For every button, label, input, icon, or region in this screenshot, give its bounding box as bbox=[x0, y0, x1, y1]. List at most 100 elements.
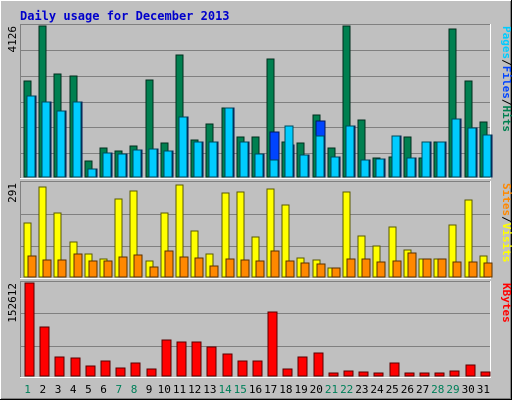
legend-entry: KBytes bbox=[500, 283, 512, 323]
bar-pages bbox=[315, 135, 325, 178]
day-label: 3 bbox=[55, 383, 62, 396]
bar-sites bbox=[483, 262, 493, 278]
bar-pages bbox=[436, 141, 446, 178]
bar-sites bbox=[88, 260, 98, 278]
bar-kbytes bbox=[373, 372, 384, 377]
bar-sites bbox=[300, 262, 310, 278]
bar-kbytes bbox=[389, 362, 400, 377]
bar-pages bbox=[467, 127, 477, 178]
bar-sites bbox=[164, 250, 174, 278]
bar-kbytes bbox=[480, 371, 491, 377]
day-label: 8 bbox=[131, 383, 138, 396]
day-label: 17 bbox=[264, 383, 277, 396]
bar-kbytes bbox=[24, 282, 35, 377]
bar-sites bbox=[346, 258, 356, 278]
bar-kbytes bbox=[70, 357, 81, 377]
bar-sites bbox=[392, 260, 402, 278]
bar-kbytes bbox=[419, 372, 430, 377]
legend-entry: Sites bbox=[500, 183, 512, 216]
bars bbox=[24, 282, 491, 377]
bar-pages bbox=[482, 134, 492, 178]
bar-kbytes bbox=[343, 370, 354, 377]
bar-sites bbox=[225, 258, 235, 278]
bars bbox=[23, 184, 493, 278]
day-label: 31 bbox=[477, 383, 490, 396]
day-label: 6 bbox=[100, 383, 107, 396]
day-label: 10 bbox=[158, 383, 171, 396]
bar-kbytes bbox=[206, 346, 217, 377]
bar-pages bbox=[117, 153, 127, 178]
day-label: 27 bbox=[416, 383, 429, 396]
bar-pages bbox=[421, 141, 431, 178]
bar-sites bbox=[331, 267, 341, 278]
bar-sites bbox=[57, 259, 67, 278]
bar-kbytes bbox=[222, 353, 233, 377]
bar-kbytes bbox=[434, 372, 445, 377]
bar-sites bbox=[407, 252, 417, 278]
bar-pages bbox=[330, 156, 340, 178]
bar-sites bbox=[209, 265, 219, 278]
legend-hits-files-pages: Pages/Files/Hits bbox=[500, 26, 512, 132]
day-label: 28 bbox=[431, 383, 444, 396]
day-label: 22 bbox=[340, 383, 353, 396]
y-max-label: 291 bbox=[6, 183, 19, 203]
day-label: 9 bbox=[146, 383, 153, 396]
bar-pages bbox=[360, 159, 370, 178]
bar-kbytes bbox=[237, 360, 248, 377]
bar-pages bbox=[375, 158, 385, 178]
bar-kbytes bbox=[358, 371, 369, 377]
day-label: 29 bbox=[446, 383, 459, 396]
bar-pages bbox=[132, 149, 142, 178]
bar-sites bbox=[118, 256, 128, 278]
bar-sites bbox=[437, 258, 447, 278]
day-label: 26 bbox=[401, 383, 414, 396]
bar-kbytes bbox=[115, 367, 126, 377]
bar-kbytes bbox=[252, 360, 263, 377]
day-label: 25 bbox=[386, 383, 399, 396]
bar-pages bbox=[41, 101, 51, 178]
bar-kbytes bbox=[146, 368, 157, 377]
bar-pages bbox=[269, 159, 279, 178]
bar-sites bbox=[73, 253, 83, 278]
day-label: 30 bbox=[462, 383, 475, 396]
bar-pages bbox=[178, 116, 188, 178]
bar-pages bbox=[193, 141, 203, 178]
legend-entry: / bbox=[500, 216, 512, 223]
day-label: 21 bbox=[325, 383, 338, 396]
day-label: 19 bbox=[294, 383, 307, 396]
bar-kbytes bbox=[297, 356, 308, 377]
day-label: 1 bbox=[24, 383, 31, 396]
panel-visits-sites: 291 Sites/Visits bbox=[6, 181, 512, 279]
bar-pages bbox=[87, 168, 97, 178]
panel-hits-files-pages: 4126 Pages/Files/Hits bbox=[6, 24, 512, 179]
bar-pages bbox=[451, 118, 461, 178]
day-label: 20 bbox=[310, 383, 323, 396]
legend-entry: Hits bbox=[500, 106, 512, 133]
bar-sites bbox=[133, 254, 143, 278]
bar-sites bbox=[27, 255, 37, 278]
x-axis-day-labels: 1 2 3 4 5 6 7 8 9 10 11 12 13 14 15 16 17 18 19 20 21 22 23 24 2… bbox=[24, 383, 490, 396]
bar-kbytes bbox=[328, 372, 339, 377]
bar-kbytes bbox=[465, 364, 476, 377]
bar-pages bbox=[254, 153, 264, 178]
bar-sites bbox=[452, 261, 462, 278]
bar-sites bbox=[149, 266, 159, 278]
bar-sites bbox=[270, 250, 280, 278]
bar-kbytes bbox=[54, 356, 65, 377]
bar-kbytes bbox=[313, 352, 324, 377]
legend-visits-sites: Sites/Visits bbox=[500, 183, 512, 263]
bar-pages bbox=[56, 110, 66, 178]
bar-kbytes bbox=[130, 362, 141, 377]
bar-pages bbox=[391, 135, 401, 178]
bar-sites bbox=[179, 256, 189, 278]
legend-entry: Pages bbox=[500, 26, 512, 59]
gridlines bbox=[21, 313, 490, 347]
day-label: 5 bbox=[85, 383, 92, 396]
y-max-label: 4126 bbox=[6, 26, 19, 53]
bar-pages bbox=[299, 154, 309, 178]
bar-pages bbox=[224, 107, 234, 178]
bar-sites bbox=[468, 261, 478, 278]
bar-sites bbox=[240, 259, 250, 278]
